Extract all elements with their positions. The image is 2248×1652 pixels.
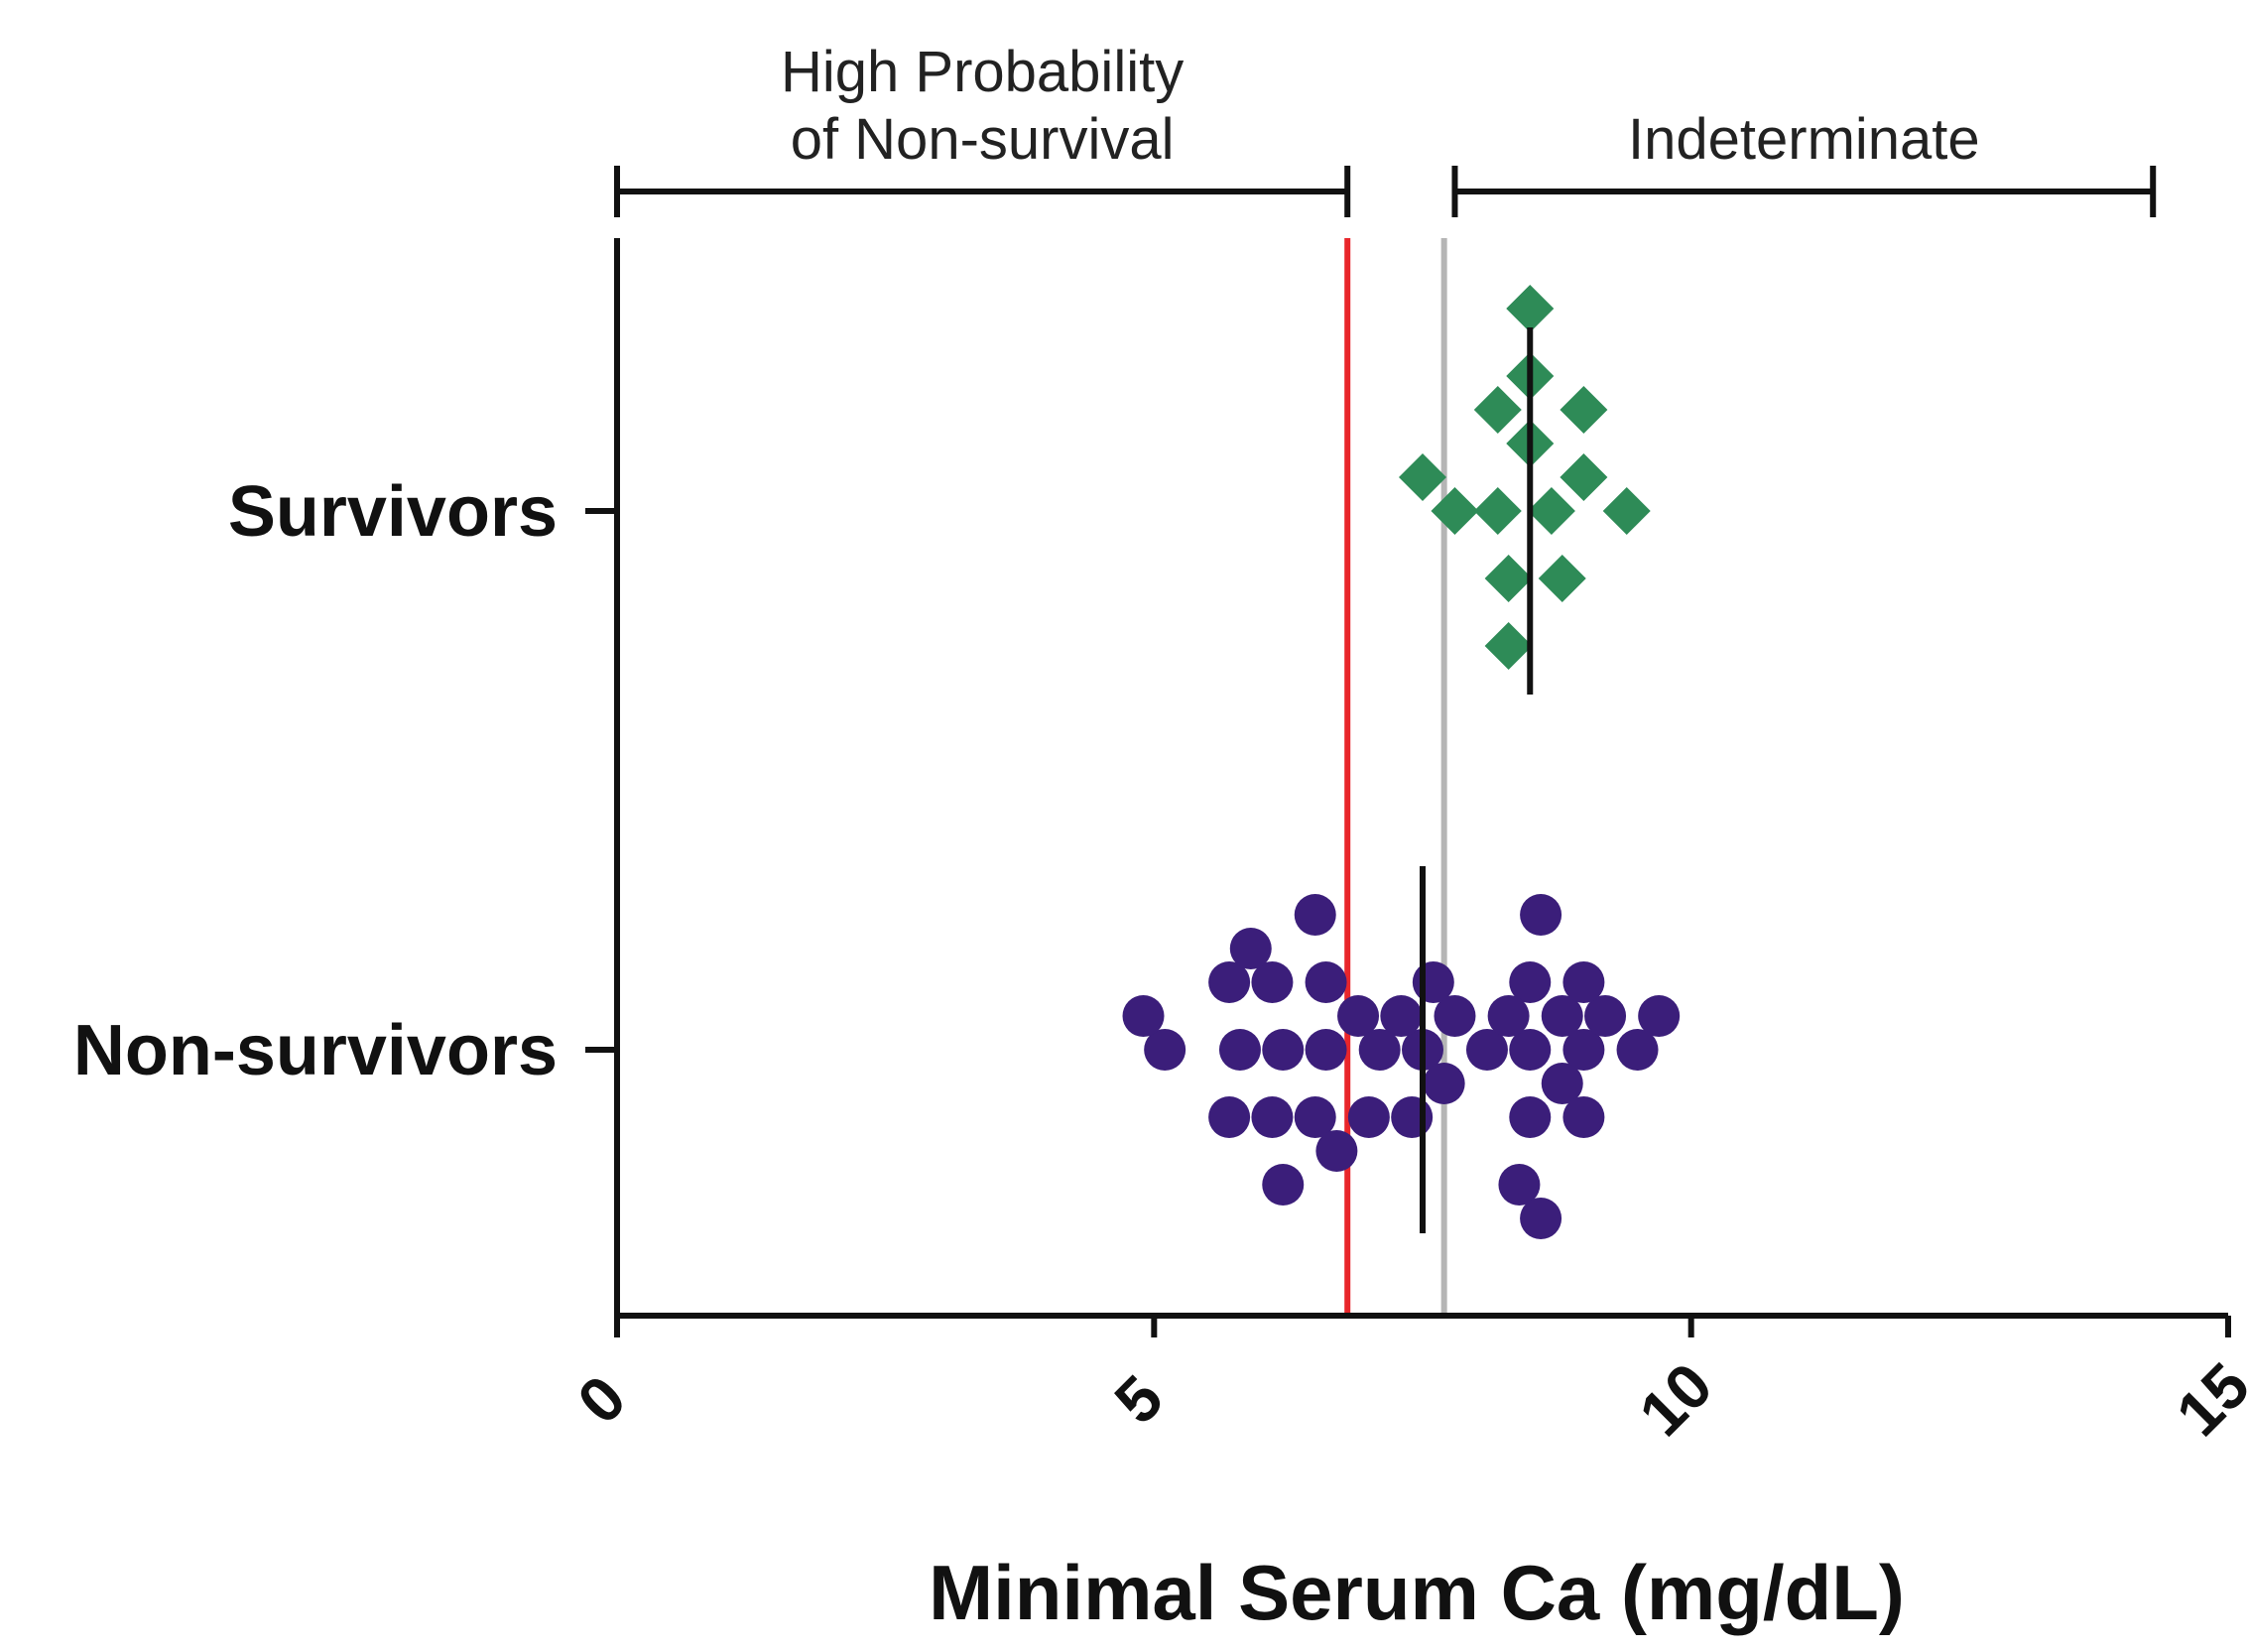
non-survivor-point	[1412, 961, 1454, 1003]
survivor-point	[1473, 487, 1522, 535]
high-probability-bracket	[614, 166, 1351, 217]
non-survivor-point	[1305, 961, 1347, 1003]
survivor-point	[1538, 555, 1586, 602]
survivor-point	[1560, 453, 1608, 501]
survivor-point	[1473, 386, 1522, 434]
non-survivor-point	[1616, 1029, 1659, 1071]
non-survivor-point	[1562, 1096, 1605, 1138]
non-survivor-point	[1509, 1029, 1552, 1071]
non-survivor-point	[1509, 961, 1552, 1003]
non-survivor-point	[1423, 1063, 1465, 1104]
non-survivor-point	[1562, 1029, 1605, 1071]
x-tick-label: 0	[563, 1361, 639, 1437]
indeterminate-bracket-label-line-0: Indeterminate	[1628, 107, 1980, 172]
non-survivor-point	[1251, 961, 1294, 1003]
non-survivor-point	[1122, 995, 1165, 1037]
category-label: Survivors	[228, 472, 558, 552]
x-tick-label: 5	[1101, 1361, 1177, 1437]
category-ticks: Survivors Non-survivors	[73, 472, 617, 1090]
x-tick-label: 15	[2163, 1349, 2248, 1450]
non-survivor-point	[1584, 995, 1627, 1037]
x-tick-label: 10	[1625, 1349, 1725, 1450]
x-axis-label: Minimal Serum Ca (mg/dL)	[929, 1549, 1905, 1636]
non-survivor-point	[1520, 894, 1562, 936]
non-survivor-point	[1294, 894, 1336, 936]
survivor-point	[1484, 622, 1533, 670]
survivor-point	[1506, 285, 1555, 332]
survivor-point	[1602, 487, 1651, 535]
median-lines	[1420, 327, 1534, 1233]
non-survivor-point	[1380, 995, 1423, 1037]
non-survivor-point	[1541, 1063, 1583, 1104]
non-survivor-point	[1498, 1164, 1541, 1206]
survivor-point	[1527, 487, 1575, 535]
non-survivor-point	[1638, 995, 1681, 1037]
survivor-point	[1484, 555, 1533, 602]
non-survivor-point	[1315, 1130, 1358, 1172]
non-survivor-point	[1144, 1029, 1186, 1071]
indeterminate-bracket	[1451, 166, 2157, 217]
non-survivor-point	[1208, 961, 1251, 1003]
high-probability-bracket-label-line-0: High Probability	[781, 40, 1184, 104]
non-survivor-point	[1218, 1029, 1261, 1071]
non-survivor-point	[1262, 1029, 1305, 1071]
non-survivor-point	[1541, 995, 1583, 1037]
non-survivor-point	[1358, 1029, 1401, 1071]
high-probability-bracket-label-line-1: of Non-survival	[791, 107, 1175, 172]
non-survivor-point	[1229, 928, 1272, 969]
non-survivor-point	[1487, 995, 1530, 1037]
non-survivor-point	[1509, 1096, 1552, 1138]
non-survivor-point	[1337, 995, 1380, 1037]
survivor-point	[1399, 453, 1446, 501]
x-ticks: 0 5 10 15	[563, 1316, 2248, 1450]
non-survivor-point	[1434, 995, 1476, 1037]
survivor-point	[1560, 386, 1608, 434]
non-survivor-point	[1262, 1164, 1305, 1206]
non-survivor-point	[1520, 1198, 1562, 1239]
data-points	[1122, 285, 1681, 1239]
non-survivor-point	[1465, 1029, 1508, 1071]
non-survivor-point	[1347, 1096, 1390, 1138]
non-survivor-point	[1294, 1096, 1336, 1138]
survivor-point	[1431, 487, 1479, 535]
non-survivor-point	[1562, 961, 1605, 1003]
non-survivor-point	[1305, 1029, 1347, 1071]
non-survivor-point	[1208, 1096, 1251, 1138]
non-survivor-point	[1391, 1096, 1434, 1138]
category-label: Non-survivors	[73, 1011, 558, 1090]
non-survivor-point	[1251, 1096, 1294, 1138]
